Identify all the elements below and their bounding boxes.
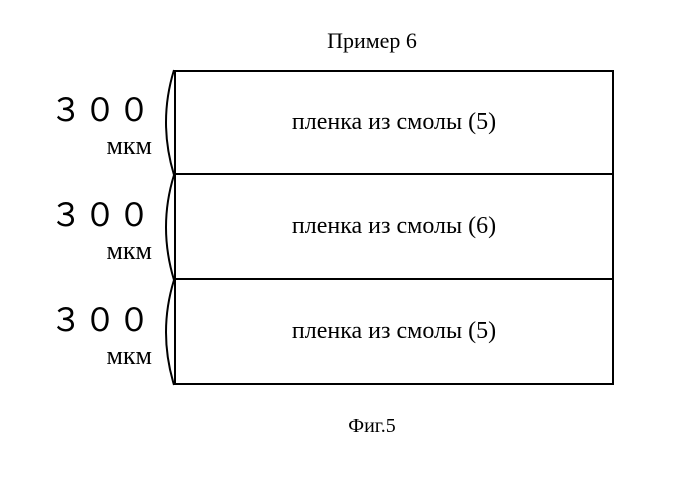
layer-row: ３００ мкм пленка из смолы (5) [0,280,684,385]
thickness-value: ３００ [50,92,152,128]
thickness-unit: мкм [106,131,152,160]
layer-label: пленка из смолы (5) [292,318,496,345]
dimension-bracket [158,175,176,280]
thickness-value: ３００ [50,197,152,233]
thickness-unit: мкм [106,341,152,370]
layer-row: ３００ мкм пленка из смолы (6) [0,175,684,280]
laminate-diagram: ３００ мкм пленка из смолы (5) ３００ мкм плен… [0,70,684,438]
dimension-bracket [158,70,176,175]
thickness-label: ３００ мкм [0,190,158,266]
layer-box: пленка из смолы (5) [174,70,614,175]
figure-caption: Фиг.5 [0,415,684,438]
layer-box: пленка из смолы (6) [174,175,614,280]
dimension-bracket [158,280,176,385]
layer-label: пленка из смолы (6) [292,213,496,240]
layer-label: пленка из смолы (5) [292,109,496,136]
thickness-unit: мкм [106,236,152,265]
figure-title: Пример 6 [0,0,684,54]
thickness-label: ３００ мкм [0,295,158,371]
layer-box: пленка из смолы (5) [174,280,614,385]
thickness-label: ３００ мкм [0,85,158,161]
thickness-value: ３００ [50,302,152,338]
layer-row: ３００ мкм пленка из смолы (5) [0,70,684,175]
